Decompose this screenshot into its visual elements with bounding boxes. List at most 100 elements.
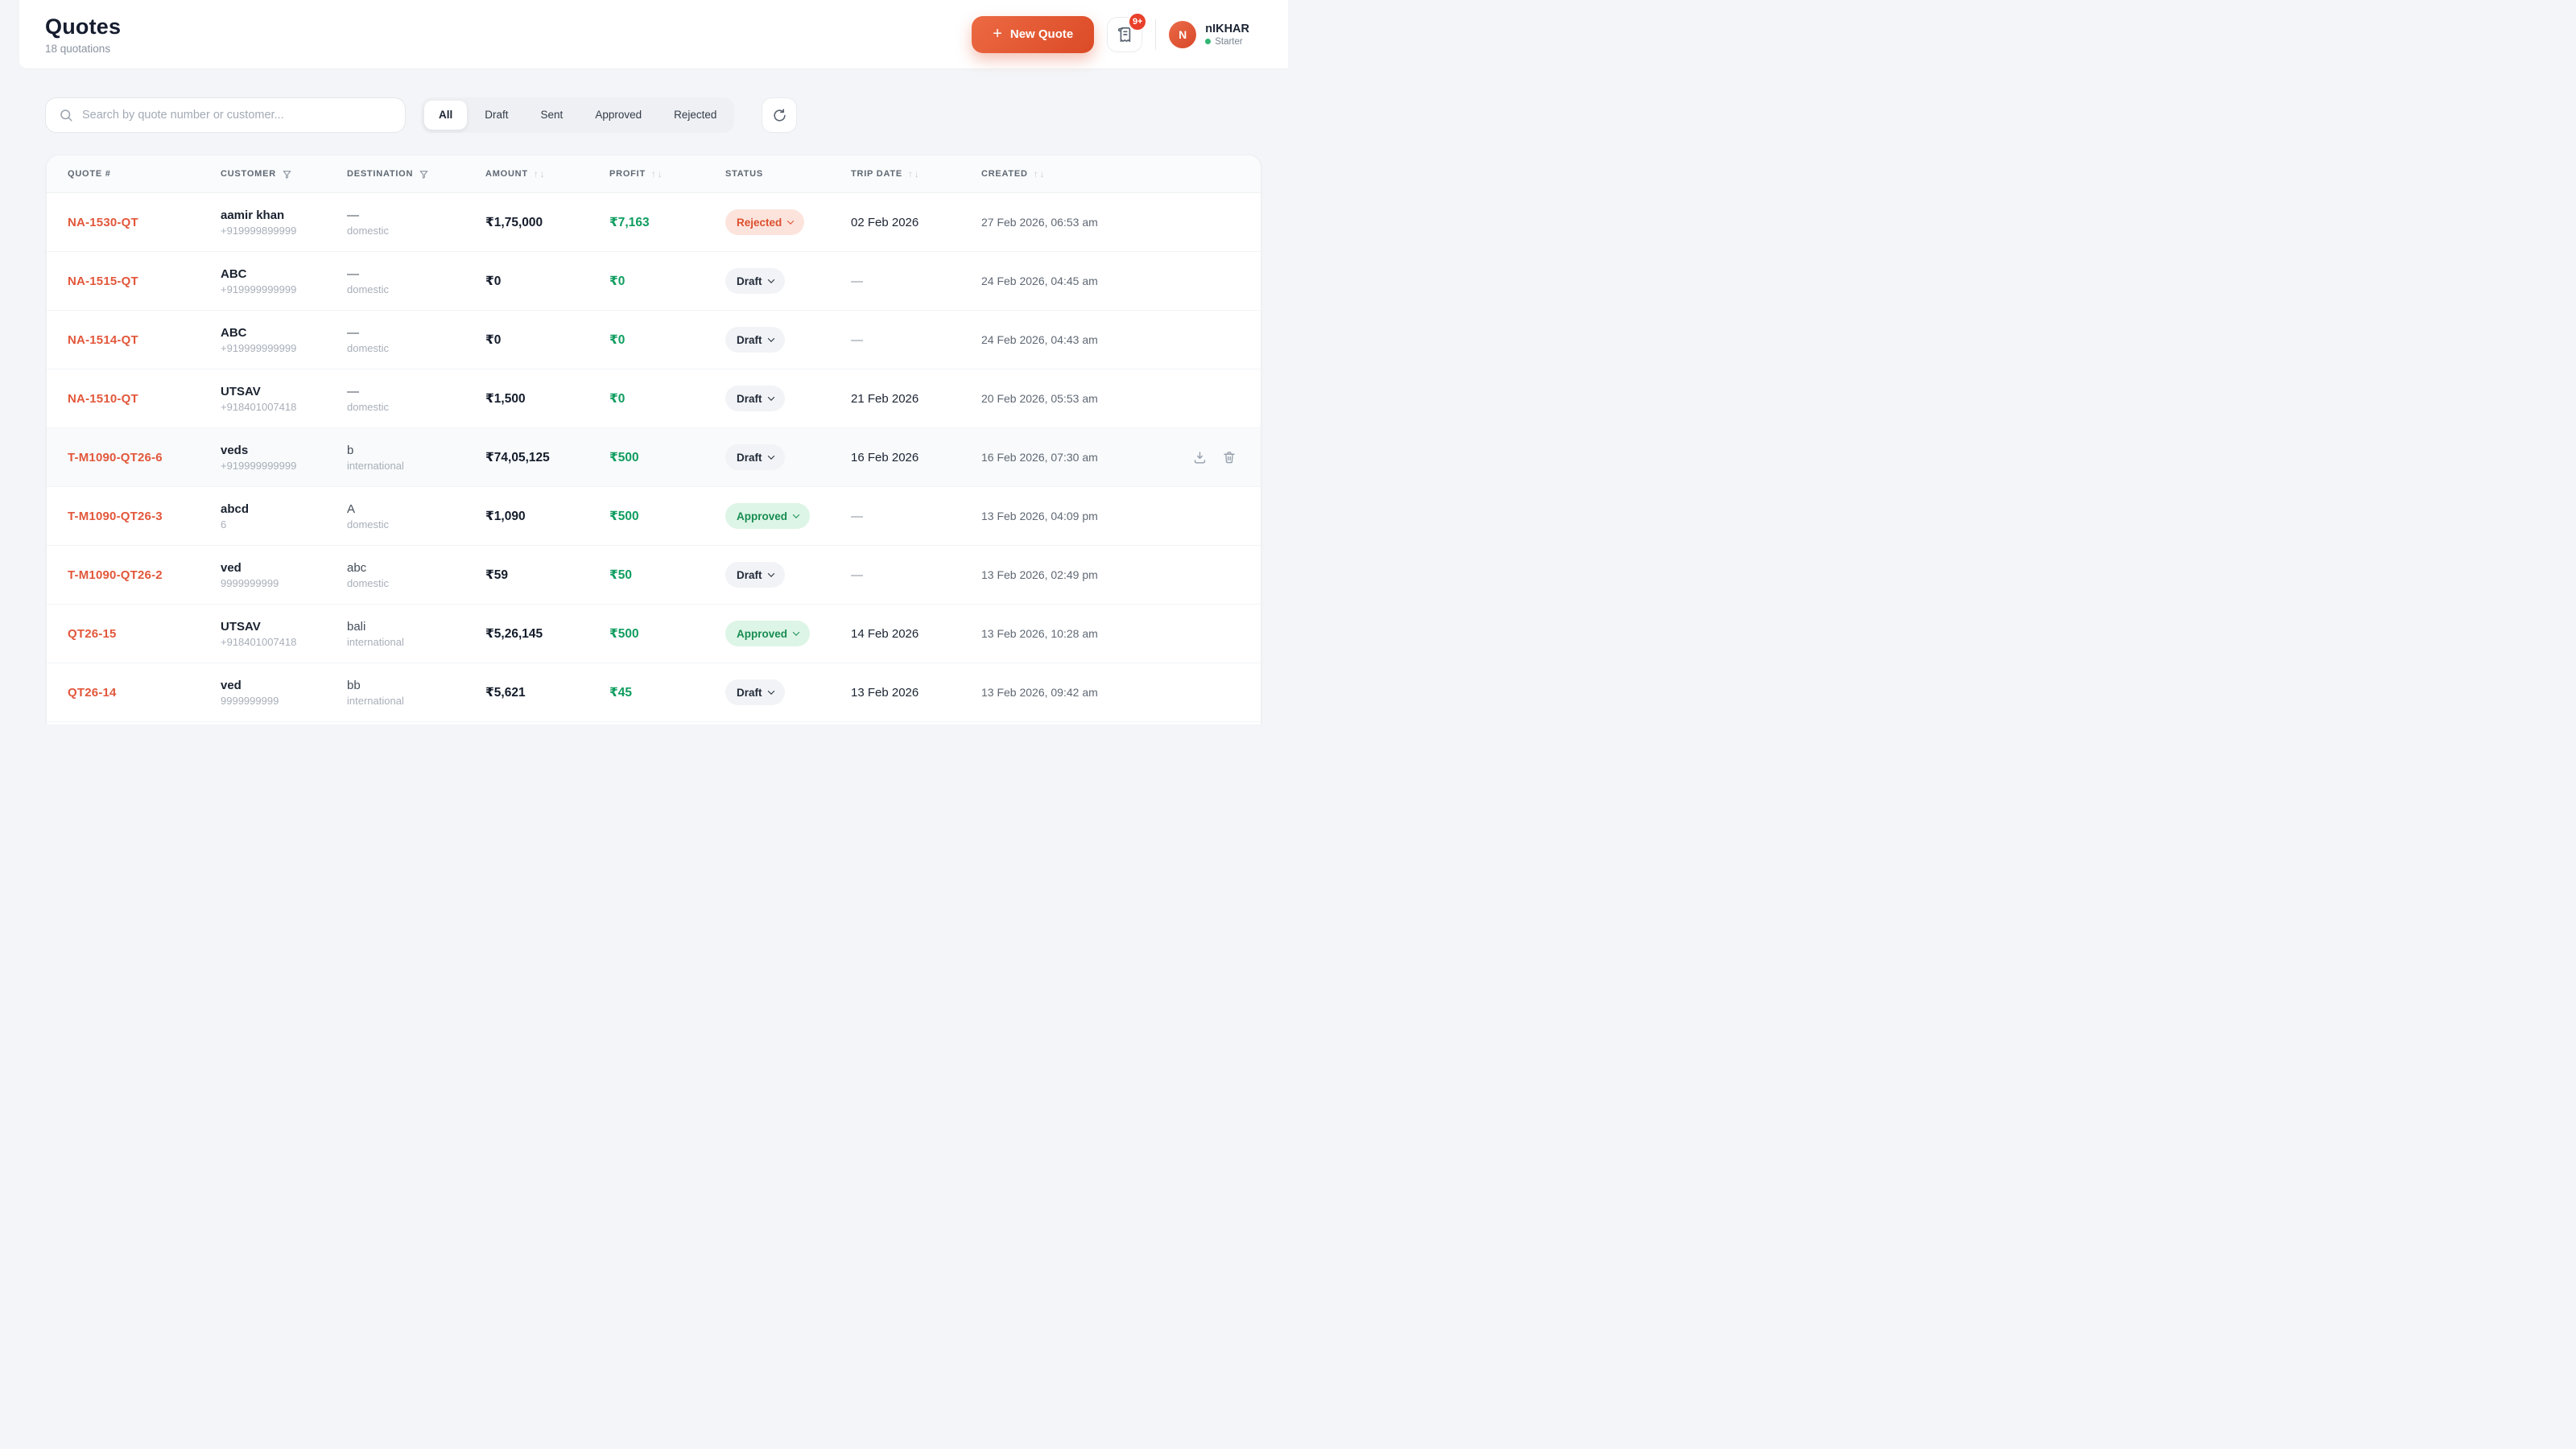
quotes-table-card: QUOTE # CUSTOMER DESTINATION AMOUNT ↑ ↓ PROFIT… [46, 155, 1261, 724]
download-button[interactable] [1192, 450, 1208, 465]
tab-rejected[interactable]: Rejected [659, 101, 731, 130]
destination-type: domestic [347, 224, 390, 237]
filter-icon[interactable] [419, 169, 429, 180]
quote-number-link[interactable]: QT26-15 [68, 626, 117, 641]
column-header-created[interactable]: CREATED ↑ ↓ [981, 168, 1184, 180]
refresh-button[interactable] [762, 97, 798, 133]
created-cell: 20 Feb 2026, 05:53 am [981, 392, 1184, 405]
table-row[interactable]: NA-1530-QT aamir khan +919999899999 — domest… [47, 193, 1261, 252]
table-row[interactable]: QT26-15 UTSAV +918401007418 bali internation… [47, 605, 1261, 663]
profit-cell: ₹0 [609, 391, 725, 407]
sort-icons[interactable]: ↑ ↓ [533, 168, 546, 180]
tab-all[interactable]: All [424, 101, 468, 130]
profit-value: ₹0 [609, 274, 625, 288]
chevron-down-icon [792, 511, 800, 518]
profit-cell: ₹7,163 [609, 215, 725, 230]
status-dropdown[interactable]: Approved [725, 621, 811, 646]
chevron-down-icon [787, 217, 795, 225]
status-dropdown[interactable]: Draft [725, 444, 785, 470]
quote-number-link[interactable]: QT26-14 [68, 685, 117, 700]
avatar: N [1169, 20, 1197, 48]
quote-number-link[interactable]: T-M1090-QT26-6 [68, 450, 163, 464]
customer-cell: ABC +919999999999 [221, 326, 347, 354]
customer-cell: ved 9999999999 [221, 561, 347, 589]
new-quote-button[interactable]: + New Quote [972, 15, 1095, 53]
column-header-trip-date[interactable]: TRIP DATE ↑ ↓ [851, 168, 981, 180]
status-dropdown[interactable]: Draft [725, 562, 785, 588]
amount-cell: ₹1,500 [485, 391, 609, 407]
user-menu[interactable]: N nIKHAR Starter [1169, 20, 1249, 48]
status-dropdown[interactable]: Draft [725, 386, 785, 411]
customer-cell: aamir khan +919999899999 [221, 208, 347, 237]
trip-date-value: 14 Feb 2026 [851, 626, 919, 641]
profit-cell: ₹45 [609, 685, 725, 700]
created-cell: 24 Feb 2026, 04:43 am [981, 333, 1184, 346]
created-cell: 13 Feb 2026, 10:28 am [981, 627, 1184, 640]
search-box[interactable] [45, 97, 406, 133]
customer-phone: 9999999999 [221, 694, 279, 707]
quote-number-cell: NA-1530-QT [68, 216, 221, 229]
refresh-icon [772, 108, 787, 123]
customer-cell: ABC +919999999999 [221, 267, 347, 295]
amount-value: ₹1,75,000 [485, 215, 543, 229]
status-dropdown[interactable]: Draft [725, 327, 785, 353]
column-header-customer[interactable]: CUSTOMER [221, 169, 347, 180]
table-body: NA-1530-QT aamir khan +919999899999 — domest… [47, 193, 1261, 722]
profit-cell: ₹500 [609, 450, 725, 465]
column-header-quote: QUOTE # [68, 169, 221, 179]
status-dropdown[interactable]: Draft [725, 268, 785, 294]
destination-type: domestic [347, 341, 390, 354]
filter-icon[interactable] [282, 169, 292, 180]
trip-date-value: — [851, 509, 863, 523]
quote-number-link[interactable]: NA-1515-QT [68, 274, 138, 288]
chevron-down-icon [767, 452, 774, 460]
table-row[interactable]: NA-1515-QT ABC +919999999999 — domestic ₹0 ₹0 D… [47, 252, 1261, 311]
amount-cell: ₹1,090 [485, 509, 609, 524]
trip-date-cell: 02 Feb 2026 [851, 216, 981, 229]
quote-number-link[interactable]: NA-1510-QT [68, 391, 138, 406]
created-cell: 13 Feb 2026, 04:09 pm [981, 510, 1184, 522]
quote-number-link[interactable]: NA-1514-QT [68, 332, 138, 347]
status-dropdown[interactable]: Draft [725, 679, 785, 705]
chevron-down-icon [767, 394, 774, 401]
profit-cell: ₹0 [609, 332, 725, 348]
profit-value: ₹45 [609, 685, 633, 700]
profit-value: ₹0 [609, 332, 625, 347]
status-cell: Rejected [725, 209, 851, 235]
chevron-down-icon [767, 570, 774, 577]
profit-value: ₹500 [609, 509, 639, 523]
chevron-down-icon [767, 335, 774, 342]
status-dropdown[interactable]: Approved [725, 503, 811, 529]
table-row[interactable]: NA-1510-QT UTSAV +918401007418 — domestic ₹1,… [47, 369, 1261, 428]
sort-icons[interactable]: ↑ ↓ [907, 168, 920, 180]
column-header-destination[interactable]: DESTINATION [347, 169, 485, 180]
delete-button[interactable] [1222, 450, 1236, 465]
table-row[interactable]: T-M1090-QT26-2 ved 9999999999 abc domestic ₹5… [47, 546, 1261, 605]
amount-cell: ₹59 [485, 568, 609, 583]
tab-sent[interactable]: Sent [526, 101, 578, 130]
quote-number-link[interactable]: T-M1090-QT26-3 [68, 509, 163, 523]
tab-approved[interactable]: Approved [580, 101, 656, 130]
column-header-amount[interactable]: AMOUNT ↑ ↓ [485, 168, 609, 180]
sort-icons[interactable]: ↑ ↓ [1033, 168, 1046, 180]
quote-number-link[interactable]: T-M1090-QT26-2 [68, 568, 163, 582]
sort-icons[interactable]: ↑ ↓ [650, 168, 663, 180]
table-row[interactable]: T-M1090-QT26-6 veds +919999999999 b internat… [47, 428, 1261, 487]
status-cell: Draft [725, 562, 851, 588]
status-label: Draft [737, 333, 762, 346]
amount-cell: ₹0 [485, 274, 609, 289]
quote-number-link[interactable]: NA-1530-QT [68, 215, 138, 229]
table-row[interactable]: NA-1514-QT ABC +919999999999— domestic ₹0 ₹0 D… [47, 311, 1261, 369]
tab-draft[interactable]: Draft [470, 101, 522, 130]
search-input[interactable] [82, 109, 392, 122]
table-row[interactable]: QT26-14 ved 9999999999 bb international ₹5,62… [47, 663, 1261, 722]
trip-date-value: — [851, 568, 863, 582]
customer-phone: +918401007418 [221, 635, 297, 648]
trip-date-value: 16 Feb 2026 [851, 450, 919, 464]
status-dropdown[interactable]: Rejected [725, 209, 805, 235]
column-header-profit[interactable]: PROFIT ↑ ↓ [609, 168, 725, 180]
quotes-history-button[interactable]: 9+ [1107, 11, 1148, 52]
